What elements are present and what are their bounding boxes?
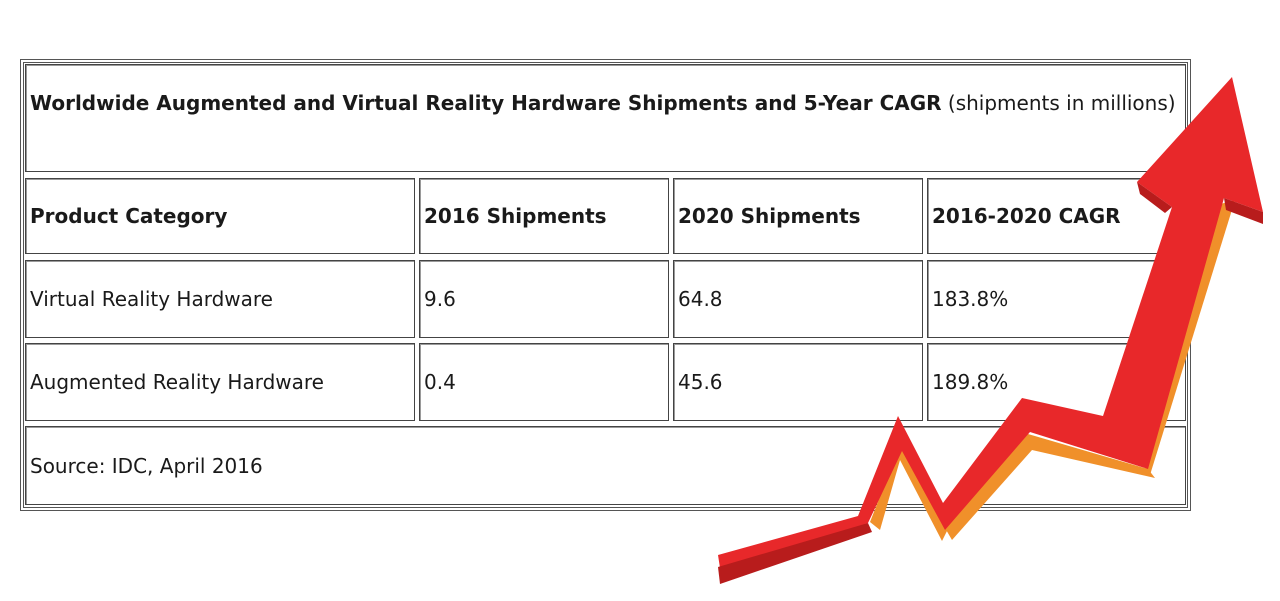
arrow-bottom-edge [718,523,872,584]
column-header: Product Category [25,178,415,254]
table-title-bold: Worldwide Augmented and Virtual Reality … [30,91,942,115]
table-cell: 64.8 [673,260,923,338]
table-cell: 0.4 [419,343,669,421]
table-cell: 9.6 [419,260,669,338]
column-header: 2016 Shipments [419,178,669,254]
table-title-cell: Worldwide Augmented and Virtual Reality … [25,64,1186,172]
table-cell: Virtual Reality Hardware [25,260,415,338]
table-title-units: (shipments in millions) [941,91,1176,115]
table-source-note: Source: IDC, April 2016 [25,426,1186,505]
arrow-head-underside [1137,182,1172,213]
column-header: 2020 Shipments [673,178,923,254]
arrow-shape [718,77,1263,584]
table-cell: Augmented Reality Hardware [25,343,415,421]
arrow-side-face [945,434,1155,540]
arrow-body [718,77,1263,581]
arrow-side-face [870,433,950,541]
arrow-head-underside [1224,198,1263,224]
column-header: 2016-2020 CAGR [927,178,1186,254]
table-cell: 45.6 [673,343,923,421]
arrow-side-face [1145,200,1235,475]
table-title: Worldwide Augmented and Virtual Reality … [30,87,1176,119]
